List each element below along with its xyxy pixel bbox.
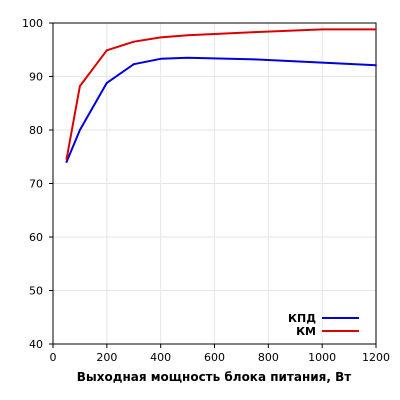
y-tick-label: 40 <box>29 338 43 351</box>
series-1-point <box>186 56 189 59</box>
series-2-point <box>132 40 135 43</box>
series-group <box>65 28 377 164</box>
series-2-point <box>253 31 256 33</box>
series-2-point <box>105 49 108 52</box>
x-axis: 0 200 400 600 800 1000 1200 <box>50 344 390 364</box>
y-tick-label: 50 <box>29 285 43 298</box>
series-2-point <box>65 158 68 161</box>
x-tick-label: 1000 <box>308 351 336 364</box>
series-2-point <box>159 36 162 39</box>
legend-label: КМ <box>296 325 316 338</box>
series-1-point <box>105 82 108 84</box>
series-2-point <box>375 28 377 31</box>
plot-frame <box>52 22 377 345</box>
series-1-point <box>253 58 256 61</box>
series-1-point <box>79 129 81 131</box>
y-tick-label: 90 <box>29 71 43 84</box>
x-axis-title: Выходная мощность блока питания, Вт <box>77 370 352 384</box>
y-tick-label: 60 <box>29 231 43 244</box>
y-tick-label: 80 <box>29 124 43 137</box>
series-1-point <box>132 63 135 66</box>
legend-label: КПД <box>288 312 316 325</box>
x-tick-label: 800 <box>258 351 279 364</box>
series-2-point <box>79 85 81 88</box>
series-1-point <box>65 161 68 164</box>
y-tick-label: 70 <box>29 178 43 191</box>
x-tick-label: 1200 <box>362 351 390 364</box>
series-2-point <box>321 28 324 31</box>
series-1-point <box>375 64 377 67</box>
y-tick-label: 100 <box>22 17 43 30</box>
series-2-point <box>186 34 189 37</box>
x-tick-label: 400 <box>150 351 171 364</box>
x-tick-label: 600 <box>204 351 225 364</box>
series-1-point <box>159 57 162 60</box>
y-axis: 40 50 60 70 80 90 100 <box>22 17 53 351</box>
series-1-point <box>321 61 324 64</box>
x-tick-label: 200 <box>96 351 117 364</box>
x-tick-label: 0 <box>50 351 57 364</box>
